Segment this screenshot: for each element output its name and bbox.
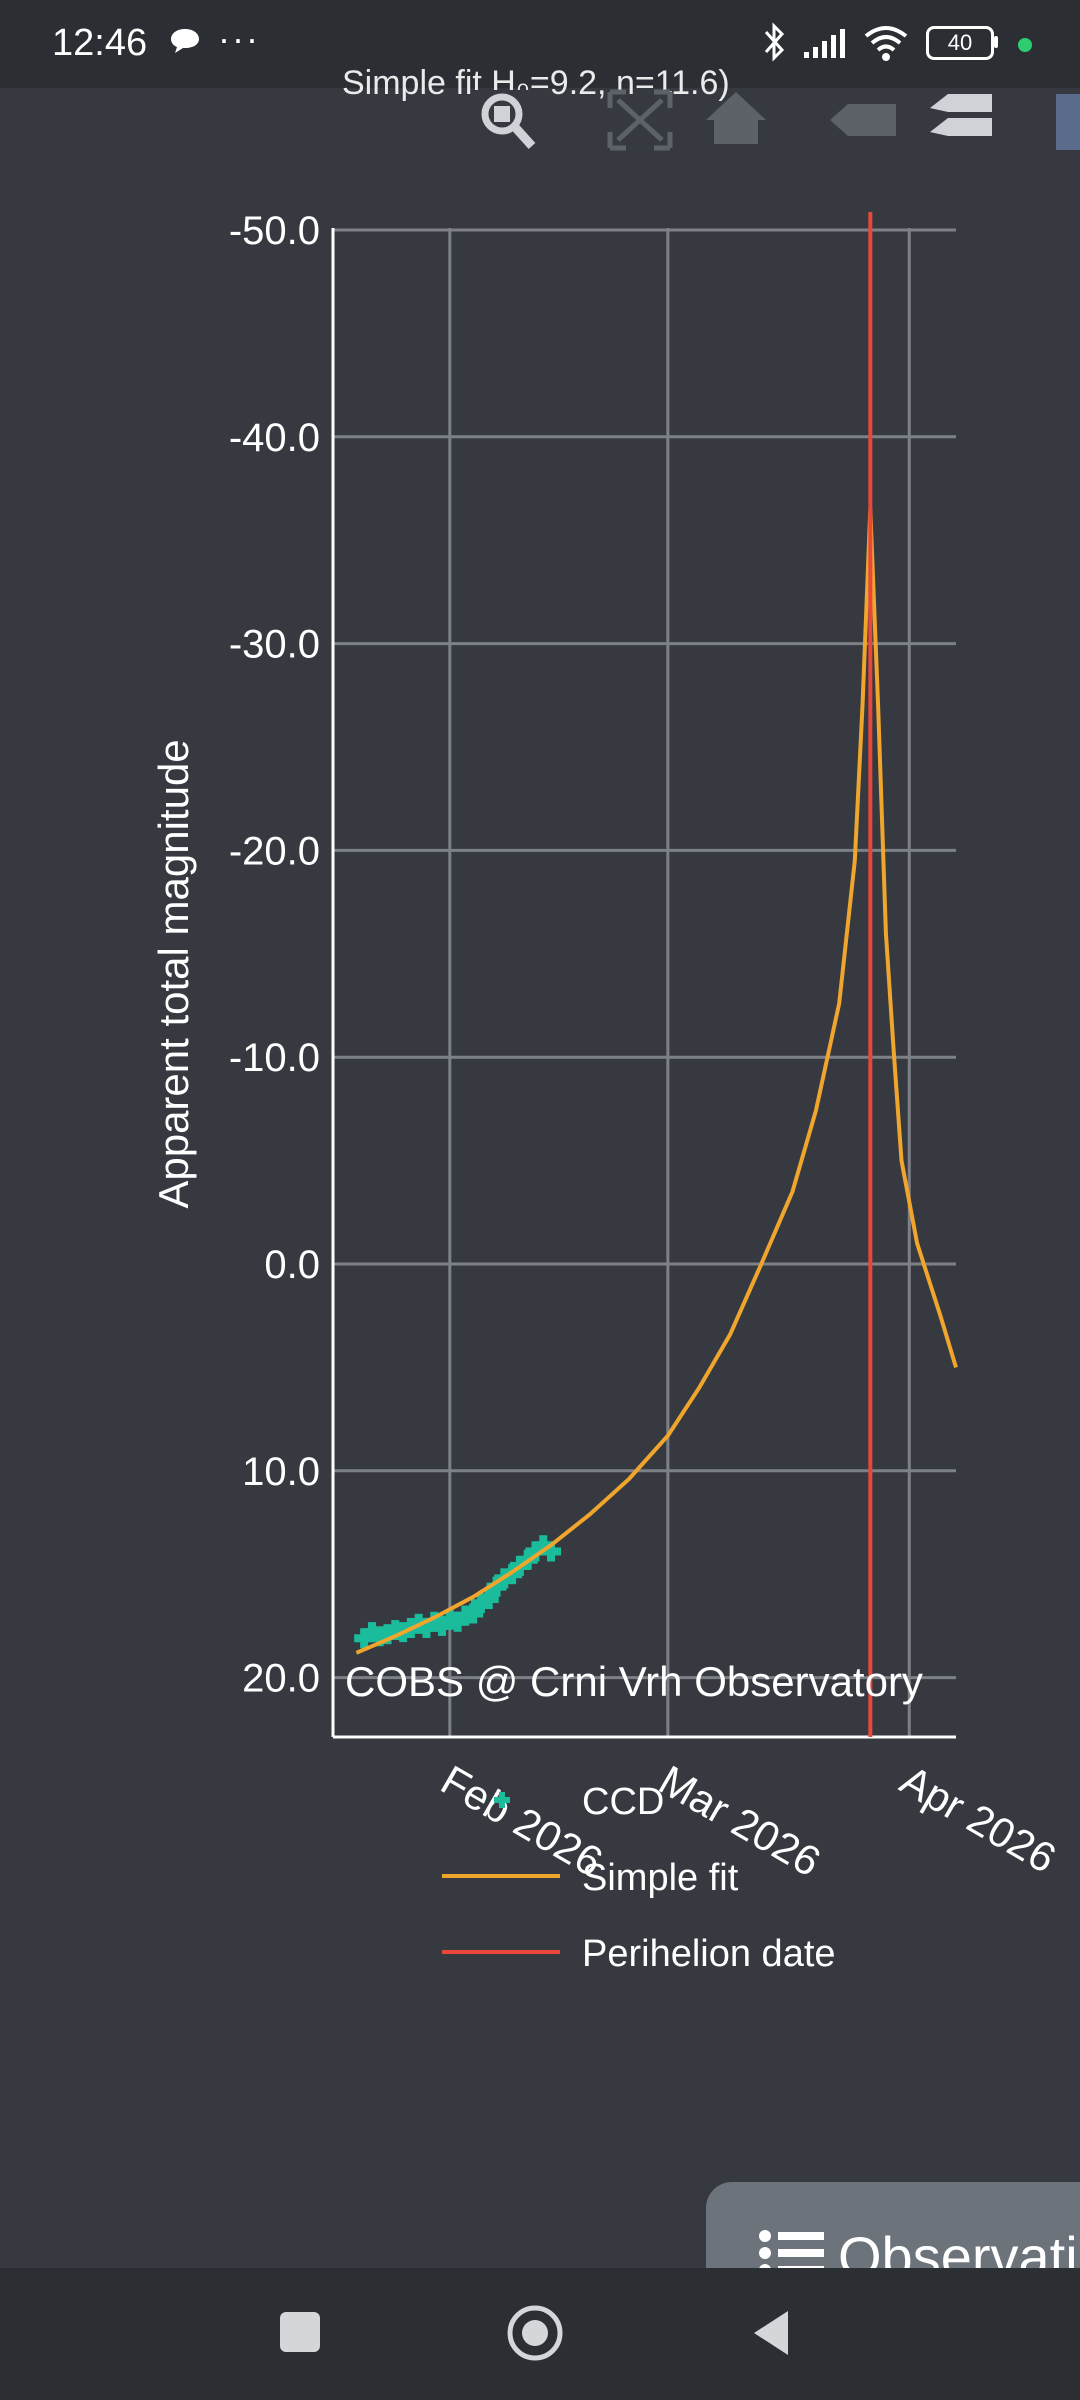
legend-label: CCD [582, 1781, 664, 1823]
modebar[interactable] [474, 89, 1080, 151]
overflow-indicator: ··· [218, 18, 260, 59]
ccd-point [525, 1541, 546, 1562]
ccd-point [533, 1535, 554, 1556]
compare-icon[interactable] [830, 104, 896, 136]
wifi-icon [864, 26, 908, 61]
y-tick-label: 10.0 [242, 1450, 320, 1494]
ccd-point [478, 1589, 499, 1610]
series-simple-fit [355, 509, 958, 1655]
y-tick-label: 20.0 [242, 1657, 320, 1701]
privacy-indicator-dot [1018, 38, 1032, 52]
y-axis-label: Apparent total magnitude [150, 739, 197, 1208]
ccd-point [447, 1611, 468, 1632]
y-tick-label: -30.0 [229, 623, 320, 667]
ccd-point [470, 1593, 491, 1614]
home-icon[interactable] [506, 2304, 564, 2362]
chart-annotation: COBS @ Crni Vrh Observatory [345, 1658, 923, 1705]
recents-icon[interactable] [278, 2310, 322, 2354]
home-icon[interactable] [706, 92, 766, 144]
y-tick-labels: -50.0 -40.0 -30.0 -20.0 -10.0 0.0 10.0 20.0 [229, 209, 320, 1701]
x-tick-label: Apr 2026 [893, 1756, 1064, 1882]
x-gridlines [448, 228, 911, 1737]
legend-label: Perihelion date [582, 1933, 836, 1975]
autoscale-icon[interactable] [607, 89, 673, 151]
ccd-point [424, 1611, 445, 1632]
y-tick-label: -40.0 [229, 416, 320, 460]
ccd-point [361, 1622, 382, 1643]
ccd-point [377, 1624, 398, 1645]
speech-bubble-icon [168, 26, 202, 64]
ccd-point [541, 1541, 562, 1562]
back-icon[interactable] [750, 2308, 792, 2358]
legend[interactable]: CCD Simple fit Perihelion date [442, 1781, 836, 1975]
ccd-point [416, 1617, 437, 1638]
y-gridlines [333, 228, 956, 1680]
ccd-point [486, 1576, 507, 1597]
y-tick-label: 0.0 [264, 1243, 320, 1287]
chart[interactable]: -50.0 -40.0 -30.0 -20.0 -10.0 0.0 10.0 20.0 Feb… [0, 88, 1080, 2268]
ccd-point [463, 1603, 484, 1624]
x-tick-labels: Feb 2026 Mar 2026 Apr 2026 [433, 1756, 1064, 1885]
y-tick-label: -50.0 [229, 209, 320, 253]
zoom-icon[interactable] [474, 90, 536, 150]
chart-title-fragment: Simple fit H₀=9.2, n=11.6) [342, 64, 730, 102]
simple-fit-line [355, 509, 958, 1655]
legend-item-ccd[interactable]: CCD [494, 1781, 664, 1823]
series-ccd [354, 1535, 562, 1649]
legend-item-simple-fit[interactable]: Simple fit [442, 1857, 739, 1899]
closest-icon[interactable] [930, 94, 1080, 150]
status-bar: 12:46 ··· 40 [0, 0, 1080, 88]
battery-level: 40 [926, 26, 994, 60]
legend-item-perihelion[interactable]: Perihelion date [442, 1933, 836, 1975]
status-time: 12:46 [52, 22, 148, 64]
signal-icon [804, 29, 845, 58]
ccd-point [432, 1615, 453, 1636]
ccd-point [354, 1628, 375, 1649]
legend-label: Simple fit [582, 1857, 739, 1899]
y-tick-label: -20.0 [229, 829, 320, 873]
y-tick-label: -10.0 [229, 1036, 320, 1080]
bluetooth-icon [764, 22, 785, 62]
navigation-bar [0, 2268, 1080, 2400]
